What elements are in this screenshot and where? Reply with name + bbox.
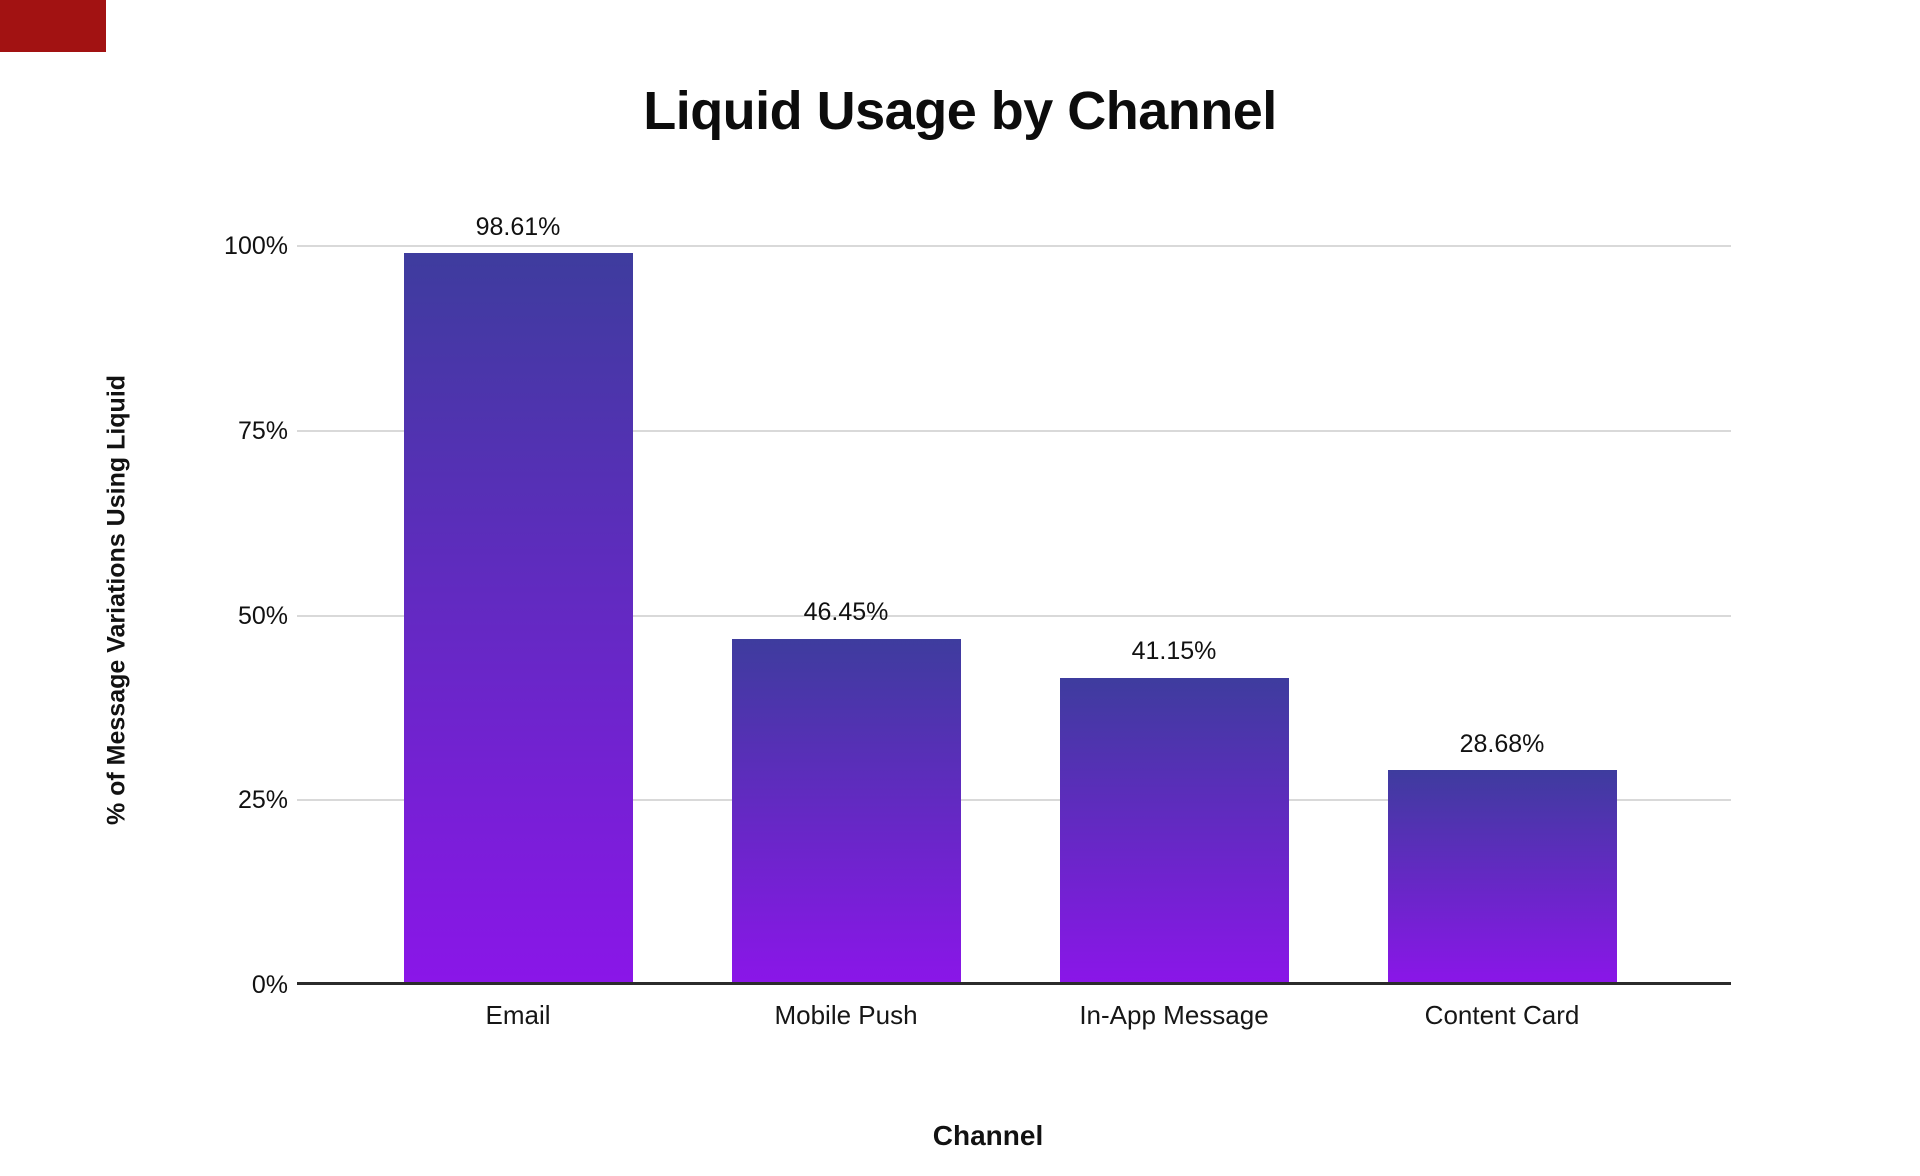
x-category-label: Email (485, 1000, 551, 1030)
bar (1387, 770, 1617, 982)
y-tick-label: 50% (237, 601, 288, 630)
y-axis-title: % of Message Variations Using Liquid (102, 374, 131, 826)
x-axis-title: Channel (932, 1120, 1044, 1151)
chart-title: Liquid Usage by Channel (643, 81, 1277, 141)
red-marker (0, 0, 106, 52)
y-gridline (297, 429, 1731, 432)
bar-value-label: 98.61% (475, 212, 561, 241)
bar (731, 638, 961, 982)
y-tick-label: 100% (224, 232, 288, 260)
y-tick-label: 25% (237, 786, 288, 815)
bar (1059, 677, 1289, 982)
y-gridline (297, 799, 1731, 802)
y-tick-label: 75% (237, 416, 288, 445)
bar (403, 253, 633, 982)
x-category-label: Mobile Push (774, 1000, 918, 1030)
bar-value-label: 28.68% (1459, 729, 1545, 758)
bar-value-label: 46.45% (803, 598, 889, 627)
x-category-label: Content Card (1424, 1000, 1580, 1030)
plot-area: 98.61% Email 46.45% Mobile Push 41.15% In-App… (297, 213, 1731, 1029)
bar-value-label: 41.15% (1131, 637, 1217, 666)
y-tick-label: 0% (251, 971, 288, 999)
x-category-label: In-App Message (1079, 1000, 1269, 1030)
y-gridline (297, 245, 1731, 247)
y-gridline (297, 614, 1731, 617)
